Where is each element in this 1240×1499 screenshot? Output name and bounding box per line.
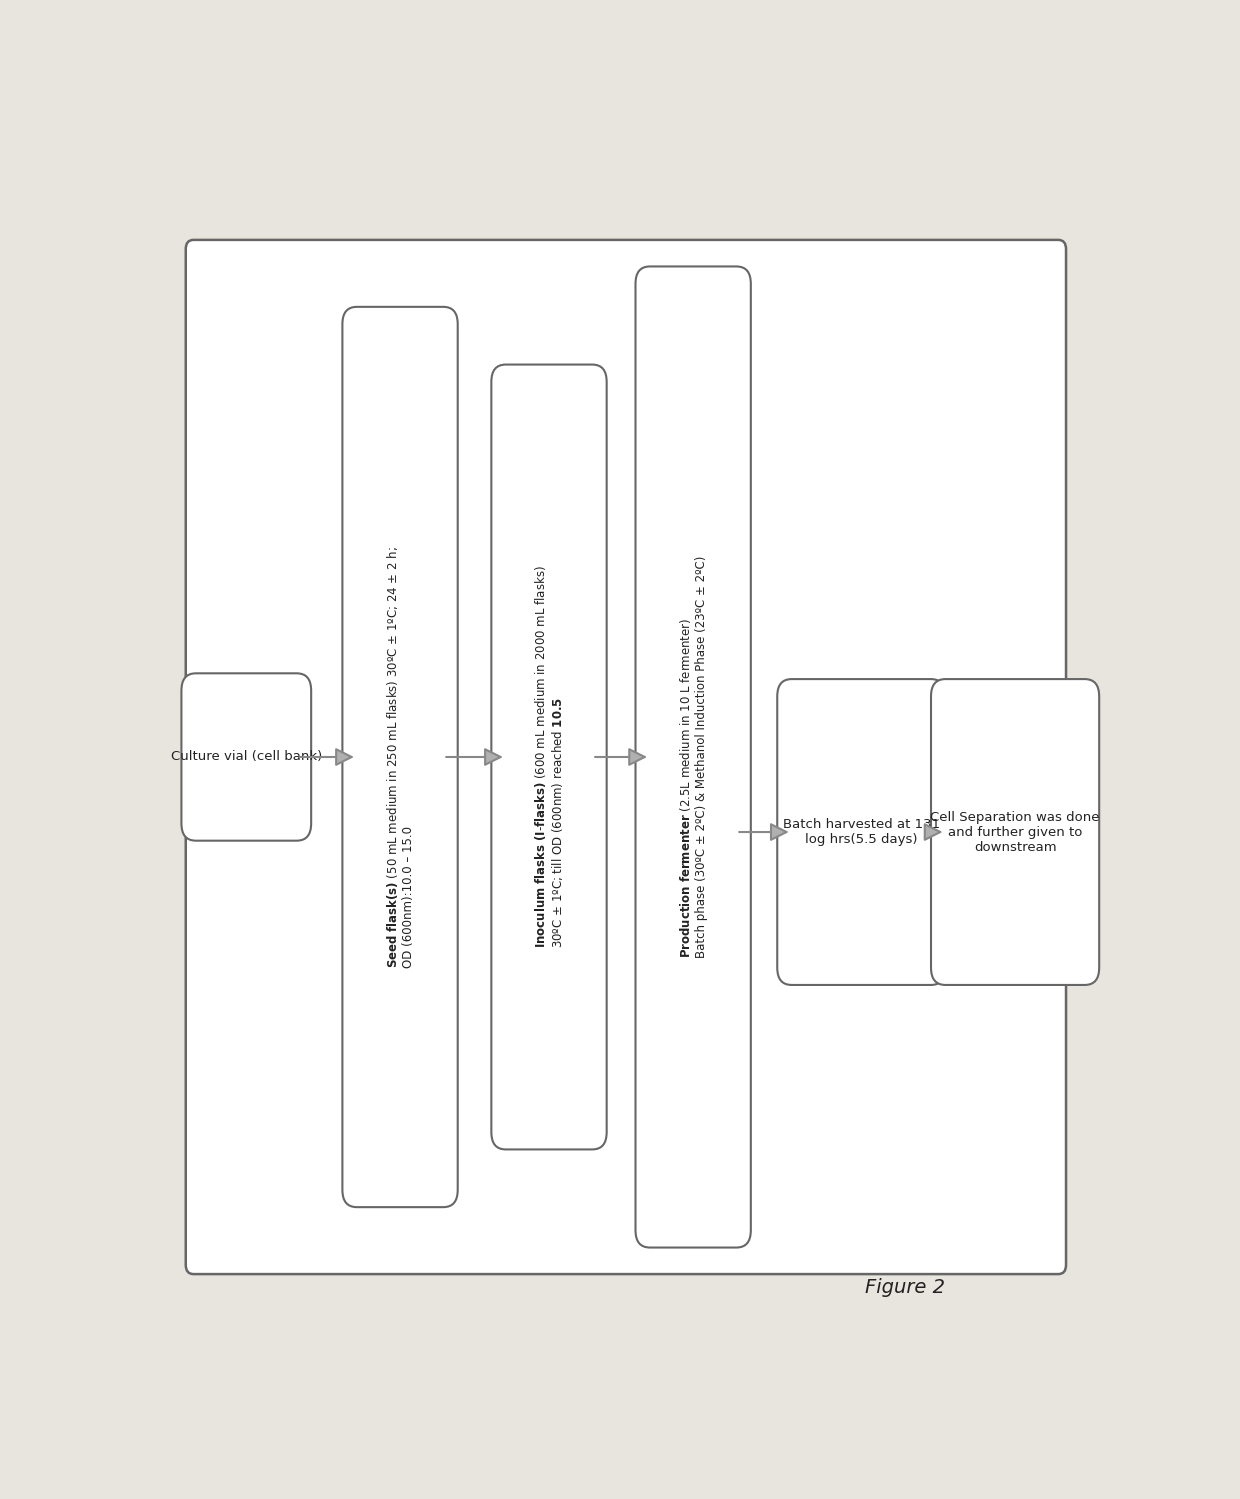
- FancyBboxPatch shape: [491, 364, 606, 1150]
- Text: Batch harvested at 131
log hrs(5.5 days): Batch harvested at 131 log hrs(5.5 days): [782, 818, 940, 845]
- Text: $\bf{Production\ fermenter}$ (2.5L medium in 10 L fermenter)
Batch phase (30ºC ±: $\bf{Production\ fermenter}$ (2.5L mediu…: [678, 556, 708, 958]
- Text: Culture vial (cell bank): Culture vial (cell bank): [171, 751, 322, 763]
- FancyBboxPatch shape: [931, 679, 1099, 985]
- FancyBboxPatch shape: [777, 679, 945, 985]
- FancyBboxPatch shape: [181, 673, 311, 841]
- Text: Figure 2: Figure 2: [864, 1279, 945, 1298]
- Text: $\bf{Seed\ flask(s)}$ (50 mL medium in 250 mL flasks) 30ºC ± 1ºC; 24 ± 2 h;
OD (: $\bf{Seed\ flask(s)}$ (50 mL medium in 2…: [386, 546, 415, 968]
- FancyBboxPatch shape: [342, 307, 458, 1207]
- FancyBboxPatch shape: [635, 267, 751, 1247]
- Text: Cell Separation was done
and further given to
downstream: Cell Separation was done and further giv…: [930, 811, 1100, 853]
- Text: $\bf{Inoculum\ flasks\ (I\text{-}flasks)}$ (600 mL medium in 2000 mL flasks)
30º: $\bf{Inoculum\ flasks\ (I\text{-}flasks)…: [533, 565, 565, 949]
- FancyBboxPatch shape: [186, 240, 1066, 1274]
